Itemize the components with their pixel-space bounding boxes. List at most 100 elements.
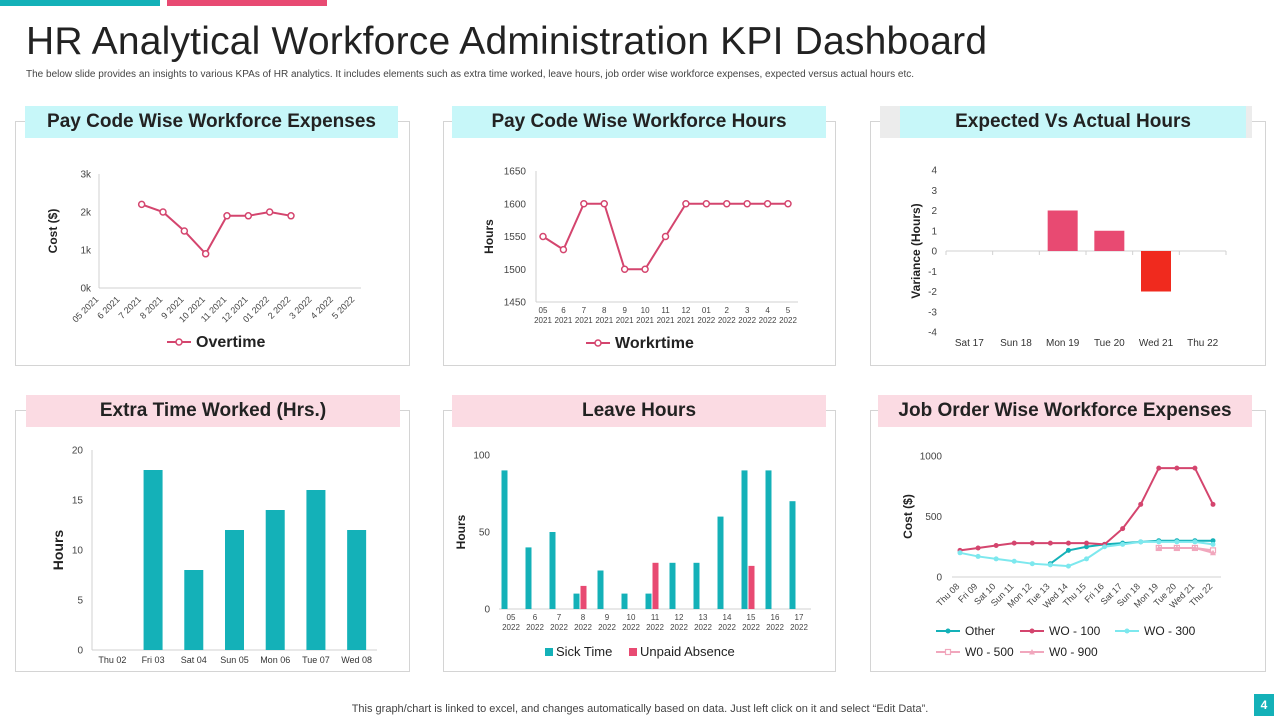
data-point (1029, 561, 1035, 567)
data-point-overtime (265, 208, 274, 216)
y-tick-label: 2k (80, 208, 92, 219)
x-tick-label: 2022 (766, 623, 784, 632)
data-point (1156, 539, 1162, 545)
x-tick-label: 2022 (738, 316, 756, 325)
y-axis-title: Hours (50, 530, 66, 571)
data-point (1138, 539, 1144, 545)
legend-marker (1029, 628, 1035, 634)
chart-title-extra-time: Extra Time Worked (Hrs.) (26, 395, 400, 427)
x-tick-label: 5 2022 (330, 294, 357, 321)
x-tick-label: 7 (582, 306, 587, 315)
chart-pay-code-hours[interactable]: 14501500155016001650Hours052021620217202… (443, 121, 836, 366)
x-tick-label: 11 (651, 613, 660, 622)
data-point (1210, 541, 1216, 547)
legend-label: Unpaid Absence (640, 644, 735, 659)
x-tick-label: Tue 07 (302, 655, 330, 665)
y-tick-label: 1650 (504, 167, 527, 178)
x-tick-label: 2022 (574, 623, 592, 632)
chart-expected-vs-actual[interactable]: -4 -3 -2 -1 0 1 2 3 4 Variance (Hours) Sat 17 Sun 1… (870, 121, 1266, 366)
x-tick-label: 2 2022 (266, 294, 293, 321)
legend-label: Other (965, 624, 995, 638)
x-tick-label: 2022 (646, 623, 664, 632)
x-tick-label: Fri 03 (142, 655, 165, 665)
x-tick-label: Sat 04 (181, 655, 207, 665)
y-axis-title: Hours (482, 219, 496, 254)
y-tick-label: 1000 (920, 452, 943, 463)
data-point-workrtime (763, 200, 772, 208)
legend-marker (1124, 628, 1130, 634)
x-tick-label: Sat 17 (955, 338, 984, 349)
bar-sick-time (597, 570, 604, 609)
x-tick-label: 15 (747, 613, 756, 622)
data-point-workrtime (620, 265, 629, 273)
x-tick-label: 2022 (718, 316, 736, 325)
data-point (1011, 540, 1017, 546)
series-line-w0-900 (1158, 546, 1214, 554)
bar-extra-time (184, 570, 204, 650)
data-point (1174, 465, 1180, 471)
y-tick-label: 500 (925, 512, 942, 523)
x-tick-label: 2022 (550, 623, 568, 632)
y-tick-label: 4 (931, 166, 937, 177)
footer-note: This graph/chart is linked to excel, and… (351, 703, 929, 715)
y-axis-title: Cost ($) (46, 209, 60, 254)
page-subtitle: The below slide provides an insights to … (26, 69, 915, 80)
data-point (1210, 538, 1216, 544)
data-point (1120, 541, 1126, 547)
y-axis-title: Variance (Hours) (909, 203, 923, 298)
legend-box-swatch (629, 648, 637, 656)
x-tick-label: 4 2022 (309, 294, 336, 321)
bar-sick-time (741, 470, 748, 609)
data-point (975, 553, 981, 559)
y-tick-label: -4 (928, 328, 937, 339)
data-point (1029, 540, 1035, 546)
y-tick-label: -1 (928, 267, 937, 278)
page-title: HR Analytical Workforce Administration K… (26, 20, 988, 63)
x-tick-label: 2022 (598, 623, 616, 632)
chart-title-pay-code-hours: Pay Code Wise Workforce Hours (452, 106, 826, 138)
y-tick-label: 20 (72, 446, 84, 457)
y-tick-label: 1 (931, 226, 937, 237)
y-tick-label: -2 (928, 287, 937, 298)
data-point (1155, 544, 1162, 551)
bar-sick-time (525, 547, 532, 609)
y-tick-label: 3k (80, 170, 92, 181)
y-tick-label: 50 (479, 528, 491, 539)
panel-extra-time (15, 410, 410, 672)
x-tick-label: Wed 21 (1139, 338, 1174, 349)
chart-extra-time[interactable]: 0 5 10 15 20 Hours Thu 02 Fri 03 Sat 04 Sun 05 Mon… (15, 410, 410, 672)
legend-marker (175, 338, 183, 346)
chart-leave-hours[interactable]: 050100Hours05202262022720228202292022102… (443, 410, 836, 672)
data-point (1210, 549, 1216, 556)
x-tick-label: 2022 (502, 623, 520, 632)
x-tick-label: 6 (533, 613, 538, 622)
x-tick-label: 9 (622, 306, 627, 315)
x-tick-label: 4 (765, 306, 770, 315)
data-point (1192, 465, 1198, 471)
y-tick-label: 10 (72, 546, 84, 557)
legend-marker (594, 339, 602, 347)
x-tick-label: Thu 22 (1187, 338, 1219, 349)
bar-sick-time (549, 532, 556, 609)
data-point (975, 545, 981, 551)
bar-sick-time (669, 562, 676, 609)
data-point (1084, 556, 1089, 562)
x-tick-label: 8 2021 (138, 294, 165, 321)
bar-sick-time (765, 470, 772, 609)
data-point (1047, 540, 1053, 546)
data-point-overtime (287, 212, 295, 220)
x-tick-label: 2021 (636, 316, 654, 325)
y-tick-label: 1k (80, 246, 92, 257)
x-tick-label: 2021 (677, 316, 695, 325)
data-point (1065, 540, 1071, 546)
y-tick-label: 1450 (504, 298, 527, 309)
x-tick-label: 2021 (575, 316, 593, 325)
legend-label: Sick Time (556, 644, 612, 659)
chart-title-leave-hours: Leave Hours (452, 395, 826, 427)
x-tick-label: 6 2021 (95, 294, 122, 321)
data-point (1102, 544, 1108, 550)
x-tick-label: 2022 (718, 623, 736, 632)
bar-variance (1047, 210, 1078, 251)
